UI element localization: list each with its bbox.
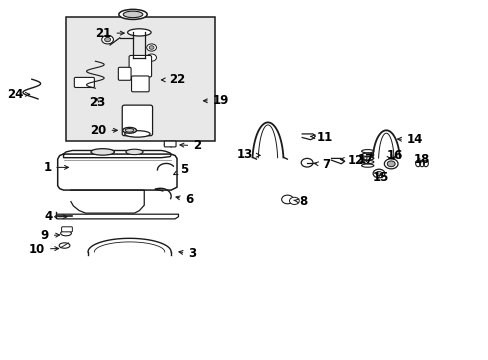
FancyBboxPatch shape	[118, 67, 131, 80]
Text: 22: 22	[161, 73, 184, 86]
Ellipse shape	[126, 149, 143, 155]
Text: 15: 15	[371, 171, 388, 184]
Ellipse shape	[123, 11, 142, 18]
Text: 2: 2	[180, 139, 201, 152]
Text: 12: 12	[340, 154, 364, 167]
Ellipse shape	[125, 129, 134, 132]
Circle shape	[372, 169, 384, 178]
Circle shape	[149, 46, 154, 49]
Polygon shape	[58, 154, 177, 190]
Ellipse shape	[61, 231, 71, 236]
Text: 1: 1	[43, 161, 68, 174]
Text: 7: 7	[314, 158, 329, 171]
Ellipse shape	[119, 9, 147, 19]
Text: 24: 24	[7, 88, 29, 101]
Polygon shape	[71, 190, 144, 213]
FancyBboxPatch shape	[61, 227, 72, 232]
Text: 20: 20	[90, 124, 117, 137]
Text: 8: 8	[293, 195, 307, 208]
Circle shape	[384, 159, 397, 169]
FancyBboxPatch shape	[74, 77, 94, 87]
Ellipse shape	[124, 131, 150, 137]
FancyBboxPatch shape	[131, 76, 149, 92]
Text: 16: 16	[386, 149, 403, 162]
Text: 17: 17	[357, 153, 373, 166]
Circle shape	[386, 161, 394, 167]
Circle shape	[375, 171, 381, 176]
Text: 3: 3	[179, 247, 196, 260]
Ellipse shape	[122, 127, 136, 133]
Text: 21: 21	[95, 27, 124, 40]
Circle shape	[104, 37, 110, 42]
Text: 5: 5	[173, 163, 188, 176]
Text: 13: 13	[237, 148, 260, 161]
Text: 23: 23	[88, 96, 105, 109]
Text: 9: 9	[41, 229, 60, 242]
Circle shape	[301, 158, 312, 167]
Text: 14: 14	[397, 133, 422, 146]
Polygon shape	[331, 158, 344, 164]
Polygon shape	[63, 150, 171, 158]
FancyBboxPatch shape	[66, 17, 215, 141]
Text: 11: 11	[310, 131, 332, 144]
FancyBboxPatch shape	[164, 141, 176, 147]
Ellipse shape	[91, 149, 114, 155]
Text: 10: 10	[29, 243, 59, 256]
Ellipse shape	[127, 29, 151, 36]
FancyBboxPatch shape	[122, 105, 152, 136]
Circle shape	[146, 54, 156, 61]
Circle shape	[281, 195, 293, 204]
FancyBboxPatch shape	[129, 55, 151, 77]
Circle shape	[289, 197, 299, 204]
Polygon shape	[55, 214, 178, 219]
Polygon shape	[302, 134, 315, 140]
Circle shape	[146, 44, 156, 51]
Text: 18: 18	[412, 153, 429, 166]
Text: 19: 19	[203, 94, 228, 107]
Text: 4: 4	[44, 210, 67, 223]
Text: 6: 6	[176, 193, 193, 206]
Ellipse shape	[59, 243, 70, 248]
Circle shape	[102, 35, 113, 44]
